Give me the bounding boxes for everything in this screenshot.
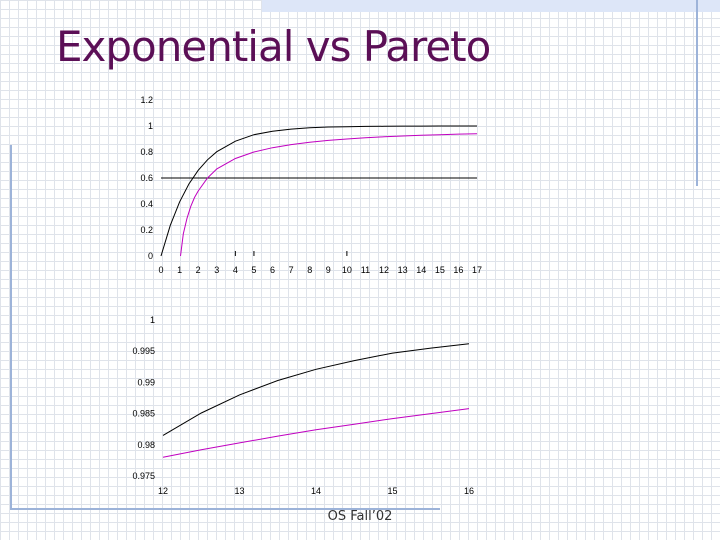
y-tick-label: 0.2 bbox=[140, 225, 153, 235]
pareto-series-line bbox=[162, 408, 470, 458]
y-tick-label: 0.4 bbox=[140, 199, 153, 209]
x-tick-label: 15 bbox=[387, 486, 397, 496]
y-tick-label: 0.975 bbox=[132, 471, 155, 481]
y-tick-label: 0 bbox=[148, 251, 153, 261]
x-tick-label: 0 bbox=[158, 265, 163, 275]
x-tick-label: 13 bbox=[234, 486, 244, 496]
x-tick-label: 12 bbox=[379, 265, 389, 275]
y-tick-label: 0.99 bbox=[137, 377, 155, 387]
bottom-accent-line bbox=[10, 508, 440, 510]
x-tick-label: 15 bbox=[435, 265, 445, 275]
x-tick-label: 5 bbox=[251, 265, 256, 275]
y-tick-label: 0.8 bbox=[140, 147, 153, 157]
x-tick-label: 10 bbox=[342, 265, 352, 275]
x-tick-label: 9 bbox=[326, 265, 331, 275]
x-tick-label: 16 bbox=[453, 265, 463, 275]
x-tick-label: 6 bbox=[270, 265, 275, 275]
x-tick-label: 8 bbox=[307, 265, 312, 275]
slide-title: Exponential vs Pareto bbox=[56, 22, 491, 71]
left-accent-line bbox=[10, 145, 12, 510]
cdf-chart-full-range: 00.20.40.60.811.20 1 2 3 4 5 6 7 8 9 10 11 12 13 14 15 1… bbox=[140, 95, 482, 275]
y-tick-label: 0.98 bbox=[137, 440, 155, 450]
pareto-series-line bbox=[180, 133, 478, 257]
cdf-chart-zoomed: 0.975 0.98 0.985 0.99 0.995 1 12 13 14 15 16 bbox=[132, 315, 474, 496]
x-tick-label: 11 bbox=[361, 265, 370, 275]
x-tick-label: 13 bbox=[398, 265, 408, 275]
y-tick-label: 1.2 bbox=[140, 95, 153, 105]
y-tick-label: 0.995 bbox=[132, 346, 155, 356]
exponential-series-line bbox=[162, 343, 470, 436]
x-tick-label: 2 bbox=[196, 265, 201, 275]
x-tick-label: 7 bbox=[289, 265, 294, 275]
x-tick-label: 3 bbox=[214, 265, 219, 275]
y-tick-label: 1 bbox=[148, 121, 153, 131]
x-tick-label: 12 bbox=[158, 486, 168, 496]
x-tick-label: 14 bbox=[311, 486, 321, 496]
slide-footer: OS Fall’02 bbox=[327, 509, 393, 524]
y-tick-label: 0.6 bbox=[140, 173, 153, 183]
x-tick-label: 4 bbox=[233, 265, 238, 275]
x-tick-label: 16 bbox=[464, 486, 474, 496]
y-tick-label: 0.985 bbox=[132, 409, 155, 419]
right-accent-line bbox=[696, 0, 698, 186]
x-tick-label: 14 bbox=[416, 265, 426, 275]
x-tick-label: 1 bbox=[177, 265, 182, 275]
exponential-series-line bbox=[160, 125, 477, 257]
y-tick-label: 1 bbox=[150, 315, 155, 325]
x-tick-label: 17 bbox=[472, 265, 482, 275]
top-accent-bar bbox=[262, 0, 720, 12]
